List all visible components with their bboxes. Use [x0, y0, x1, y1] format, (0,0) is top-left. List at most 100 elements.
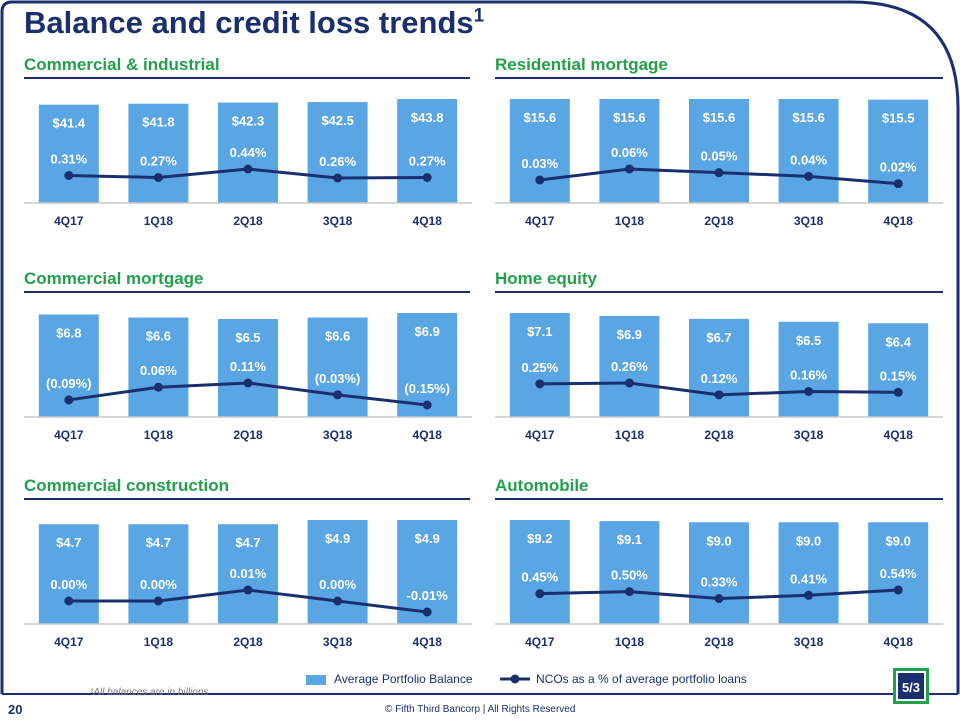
bar-3Q18: [778, 99, 839, 203]
nco-point: [64, 395, 74, 405]
nco-value-label: 0.26%: [319, 154, 356, 169]
title-underline: [24, 291, 470, 293]
bar-4Q18: [868, 323, 929, 417]
nco-value-label: 0.06%: [611, 145, 648, 160]
bar-value-label: $15.6: [792, 110, 825, 125]
nco-value-label: 0.05%: [701, 149, 738, 164]
nco-point: [893, 585, 903, 595]
title-underline: [495, 77, 943, 79]
nco-point: [804, 171, 814, 181]
chart-title: Commercial construction: [24, 476, 229, 495]
x-tick-label: 1Q18: [615, 635, 645, 649]
chart-commercial-industrial: Commercial & industrial $41.4 4Q17 $41.8 1Q…: [24, 55, 472, 240]
nco-point: [64, 171, 74, 180]
x-tick-label: 1Q18: [144, 214, 174, 228]
x-tick-label: 4Q18: [884, 428, 914, 442]
bar-4Q18: [397, 313, 458, 417]
nco-point: [714, 594, 724, 604]
svg-text:5/3: 5/3: [902, 680, 920, 695]
nco-point: [333, 596, 343, 606]
title-underline: [495, 498, 943, 500]
nco-value-label: (0.15%): [404, 381, 450, 396]
bar-value-label: $6.8: [56, 326, 81, 341]
bar-4Q18: [868, 522, 929, 624]
nco-value-label: 0.31%: [50, 152, 87, 167]
nco-point: [893, 179, 903, 189]
fifth-third-logo-icon: 5/3: [893, 668, 929, 704]
chart-commercial-mortgage: Commercial mortgage $6.8 4Q17 $6.6 1Q18 $6.5…: [24, 269, 472, 454]
nco-point: [333, 390, 343, 400]
nco-value-label: 0.45%: [521, 570, 558, 585]
nco-value-label: 0.01%: [230, 566, 267, 581]
nco-value-label: 0.00%: [50, 577, 87, 592]
bar-value-label: $15.6: [613, 110, 646, 125]
title-underline: [24, 77, 470, 79]
x-tick-label: 2Q18: [704, 635, 734, 649]
bar-4Q17: [509, 520, 570, 624]
bar-value-label: $4.9: [415, 531, 440, 546]
nco-point: [535, 175, 545, 185]
x-tick-label: 3Q18: [794, 214, 824, 228]
x-tick-label: 4Q18: [413, 428, 443, 442]
bar-value-label: $6.9: [415, 324, 440, 339]
nco-value-label: 0.27%: [409, 154, 446, 169]
nco-point: [153, 173, 163, 182]
bar-value-label: $7.1: [527, 324, 552, 339]
x-tick-label: 4Q18: [413, 635, 443, 649]
x-tick-label: 4Q18: [413, 214, 443, 228]
legend-line-swatch: [500, 674, 530, 684]
bar-value-label: $4.9: [325, 531, 350, 546]
nco-value-label: (0.03%): [315, 371, 361, 386]
nco-value-label: -0.01%: [407, 588, 449, 603]
bar-2Q18: [689, 99, 749, 203]
nco-point: [243, 585, 253, 595]
chart-residential-mortgage: Residential mortgage $15.6 4Q17 $15.6 1Q18 $…: [495, 55, 943, 240]
nco-value-label: 0.06%: [140, 363, 177, 378]
legend-line-label: NCOs as a % of average portfolio loans: [536, 672, 747, 686]
bar-value-label: $6.9: [617, 327, 642, 342]
x-tick-label: 4Q17: [525, 214, 555, 228]
copyright: © Fifth Third Bancorp | All Rights Reser…: [385, 704, 576, 715]
nco-point: [422, 173, 432, 182]
x-tick-label: 4Q17: [54, 214, 84, 228]
bar-3Q18: [307, 102, 368, 203]
nco-point: [422, 400, 432, 410]
bar-4Q18: [397, 520, 458, 624]
x-tick-label: 2Q18: [233, 214, 263, 228]
bar-4Q17: [38, 104, 99, 203]
bar-value-label: $15.6: [703, 110, 736, 125]
bar-value-label: $9.2: [527, 531, 552, 546]
bar-3Q18: [778, 522, 839, 624]
nco-value-label: 0.54%: [880, 566, 917, 581]
nco-point: [64, 596, 74, 606]
nco-point: [243, 378, 253, 388]
chart-home-equity: Home equity $7.1 4Q17 $6.9 1Q18 $6.7 2Q18 $6.5…: [495, 269, 943, 454]
nco-point: [624, 378, 634, 388]
bar-value-label: $41.4: [53, 116, 86, 131]
nco-point: [804, 386, 814, 396]
nco-value-label: 0.27%: [140, 154, 177, 169]
bar-2Q18: [689, 522, 749, 624]
chart-title: Home equity: [495, 269, 598, 288]
bar-value-label: $6.7: [706, 330, 731, 345]
nco-value-label: 0.15%: [880, 368, 917, 383]
bar-4Q17: [38, 524, 99, 624]
nco-value-label: 0.33%: [701, 575, 738, 590]
bar-3Q18: [778, 321, 839, 417]
nco-point: [422, 607, 432, 617]
x-tick-label: 3Q18: [323, 214, 353, 228]
bar-value-label: $6.5: [796, 333, 821, 348]
nco-value-label: 0.41%: [790, 571, 827, 586]
x-tick-label: 3Q18: [323, 428, 353, 442]
bar-value-label: $42.3: [232, 114, 265, 129]
x-tick-label: 2Q18: [233, 635, 263, 649]
chart-automobile: Automobile $9.2 4Q17 $9.1 1Q18 $9.0 2Q18 $9.0 3…: [495, 476, 943, 661]
bar-4Q17: [509, 313, 570, 417]
nco-point: [624, 164, 634, 174]
chart-plot: $9.2 4Q17 $9.1 1Q18 $9.0 2Q18 $9.0 3Q18 $9.0 4Q18…: [495, 520, 943, 649]
bar-value-label: $6.4: [886, 334, 912, 349]
x-tick-label: 2Q18: [704, 428, 734, 442]
chart-plot: $4.7 4Q17 $4.7 1Q18 $4.7 2Q18 $4.9 3Q18 $4.9 4Q18…: [24, 520, 472, 649]
bar-1Q18: [128, 103, 189, 203]
